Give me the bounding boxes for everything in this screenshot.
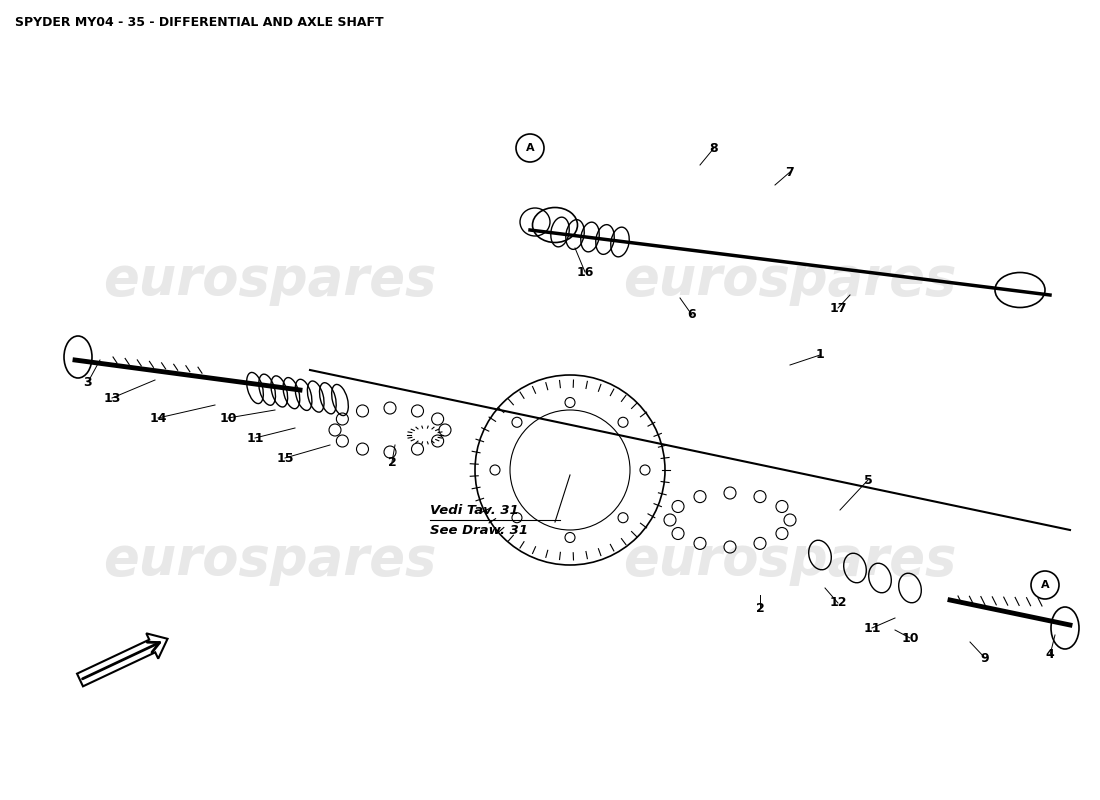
Text: 7: 7: [785, 166, 794, 178]
Text: 16: 16: [576, 266, 594, 278]
FancyArrow shape: [77, 634, 167, 686]
Circle shape: [618, 513, 628, 522]
Text: eurospares: eurospares: [103, 254, 437, 306]
Circle shape: [565, 533, 575, 542]
Text: 11: 11: [864, 622, 881, 634]
Text: SPYDER MY04 - 35 - DIFFERENTIAL AND AXLE SHAFT: SPYDER MY04 - 35 - DIFFERENTIAL AND AXLE…: [15, 15, 384, 29]
Text: 2: 2: [387, 455, 396, 469]
Circle shape: [565, 398, 575, 407]
Text: 10: 10: [901, 631, 918, 645]
Text: 8: 8: [710, 142, 718, 154]
Text: A: A: [526, 143, 535, 153]
Text: A: A: [1041, 580, 1049, 590]
Text: 1: 1: [815, 349, 824, 362]
Text: 14: 14: [150, 411, 167, 425]
Text: 5: 5: [864, 474, 872, 486]
Text: See Draw. 31: See Draw. 31: [430, 523, 528, 537]
Text: Vedi Tav. 31: Vedi Tav. 31: [430, 503, 519, 517]
Text: eurospares: eurospares: [624, 254, 957, 306]
Text: 9: 9: [981, 651, 989, 665]
Circle shape: [640, 465, 650, 475]
Text: 10: 10: [219, 411, 236, 425]
Text: 17: 17: [829, 302, 847, 314]
Text: 2: 2: [756, 602, 764, 614]
Circle shape: [490, 465, 500, 475]
Text: 6: 6: [688, 309, 696, 322]
Circle shape: [512, 418, 522, 427]
Text: 13: 13: [103, 391, 121, 405]
Text: 12: 12: [829, 597, 847, 610]
Circle shape: [618, 418, 628, 427]
Text: eurospares: eurospares: [624, 534, 957, 586]
Text: 3: 3: [84, 375, 92, 389]
Text: 11: 11: [246, 431, 264, 445]
Circle shape: [512, 513, 522, 522]
Text: eurospares: eurospares: [103, 534, 437, 586]
Text: 15: 15: [276, 451, 294, 465]
Text: 4: 4: [1046, 649, 1055, 662]
